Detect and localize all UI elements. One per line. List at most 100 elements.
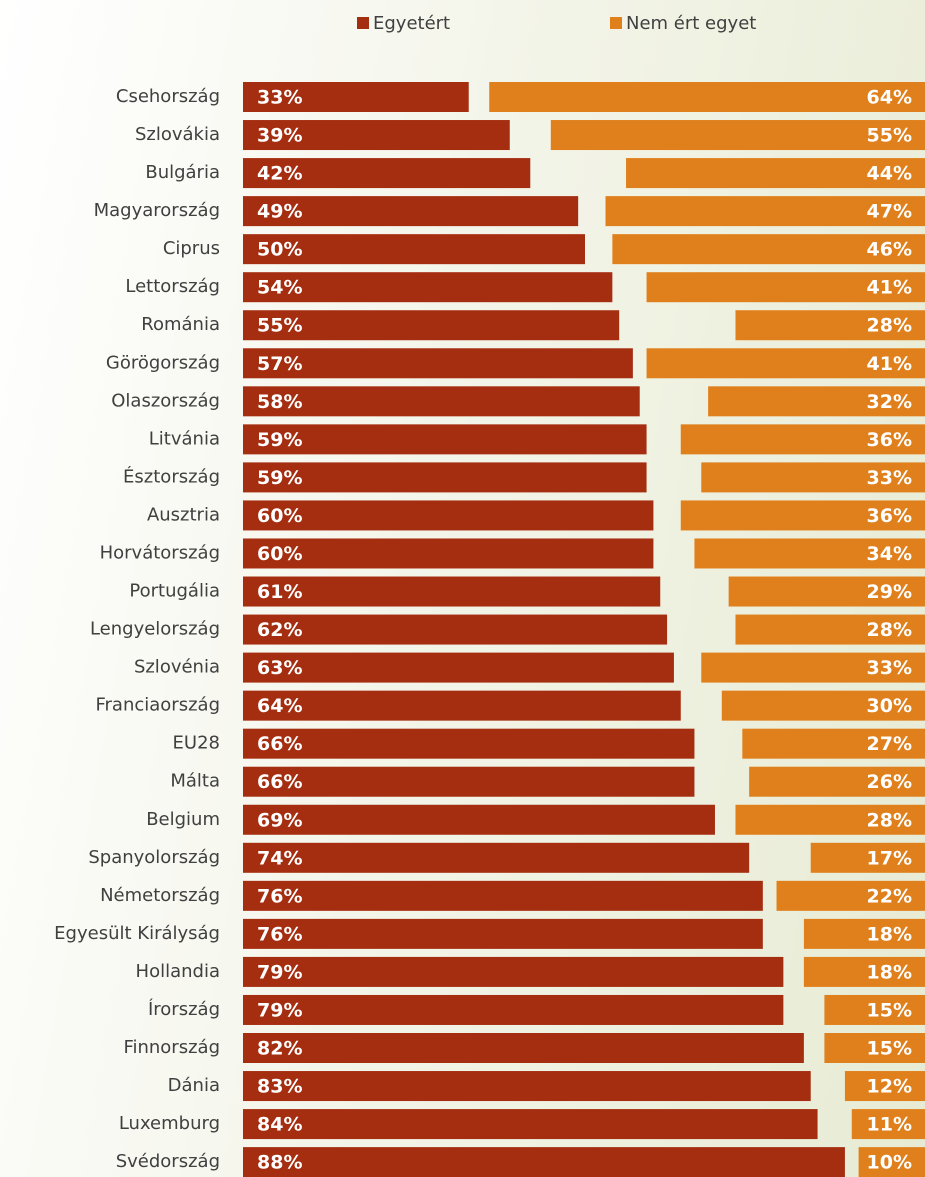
value-label: 47% — [867, 201, 912, 223]
value-label: 28% — [867, 315, 912, 337]
bar — [243, 1109, 818, 1140]
value-label: 58% — [257, 391, 302, 413]
category-label: Dánia — [168, 1075, 220, 1096]
bar — [708, 386, 925, 417]
value-label: 50% — [257, 239, 302, 261]
bar — [243, 766, 695, 797]
value-label: 34% — [867, 543, 912, 565]
bar — [243, 842, 750, 873]
value-label: 15% — [867, 999, 912, 1021]
category-label: Ausztria — [147, 504, 220, 525]
bar — [858, 1147, 925, 1177]
value-label: 55% — [257, 315, 302, 337]
bar — [243, 1147, 845, 1177]
value-label: 69% — [257, 809, 302, 831]
category-label: Spanyolország — [88, 847, 220, 868]
legend-swatch — [357, 17, 369, 29]
value-label: 39% — [257, 125, 302, 147]
value-label: 49% — [257, 201, 302, 223]
bar — [646, 348, 925, 379]
value-label: 32% — [867, 391, 912, 413]
value-label: 33% — [257, 87, 302, 109]
bar — [680, 424, 925, 455]
bar — [742, 728, 925, 759]
value-label: 64% — [867, 87, 912, 109]
category-label: Görögország — [106, 352, 220, 373]
bar — [701, 462, 925, 493]
bar — [243, 196, 579, 227]
bar — [243, 310, 620, 341]
bar — [749, 766, 925, 797]
category-label: Franciaország — [95, 695, 220, 716]
value-label: 28% — [867, 619, 912, 641]
bar — [243, 386, 640, 417]
category-label: Ciprus — [163, 238, 220, 259]
legend-label: Nem ért egyet — [626, 13, 756, 34]
bar — [243, 690, 681, 721]
value-label: 82% — [257, 1038, 302, 1060]
value-label: 18% — [867, 923, 912, 945]
bar — [612, 234, 925, 265]
value-label: 46% — [867, 239, 912, 261]
category-label: Hollandia — [136, 961, 220, 982]
category-label: EU28 — [173, 733, 220, 754]
category-label: Csehország — [116, 86, 220, 107]
value-label: 63% — [257, 657, 302, 679]
category-label: Lettország — [125, 276, 220, 297]
value-label: 76% — [257, 885, 302, 907]
bar — [243, 158, 531, 189]
bar — [243, 538, 654, 569]
value-label: 27% — [867, 733, 912, 755]
value-label: 15% — [867, 1038, 912, 1060]
bar — [243, 652, 674, 683]
value-label: 26% — [867, 771, 912, 793]
bar — [605, 196, 925, 227]
bar — [844, 1071, 925, 1102]
bar — [243, 994, 784, 1025]
bar — [243, 234, 585, 265]
value-label: 66% — [257, 733, 302, 755]
value-label: 57% — [257, 353, 302, 375]
category-label: Belgium — [146, 809, 220, 830]
bar — [626, 158, 925, 189]
value-label: 61% — [257, 581, 302, 603]
bar — [243, 880, 763, 911]
category-label: Litvánia — [149, 428, 220, 449]
value-label: 88% — [257, 1152, 302, 1174]
value-label: 83% — [257, 1076, 302, 1098]
bar — [489, 82, 925, 112]
category-label: Portugália — [129, 581, 220, 602]
value-label: 66% — [257, 771, 302, 793]
category-label: Románia — [141, 314, 220, 335]
value-label: 60% — [257, 543, 302, 565]
bar — [803, 956, 925, 987]
bar — [735, 804, 925, 835]
bar — [550, 120, 925, 151]
category-label: Finnország — [123, 1037, 220, 1058]
bar — [243, 576, 661, 607]
value-label: 33% — [867, 657, 912, 679]
value-label: 55% — [867, 125, 912, 147]
bar — [243, 424, 647, 455]
value-label: 36% — [867, 505, 912, 527]
value-label: 17% — [867, 847, 912, 869]
bar — [646, 272, 925, 303]
bar — [694, 538, 925, 569]
bar — [243, 82, 469, 112]
category-label: Olaszország — [111, 390, 220, 411]
category-label: Magyarország — [94, 200, 220, 221]
bar — [824, 1033, 925, 1063]
value-label: 44% — [867, 163, 912, 185]
value-label: 74% — [257, 847, 302, 869]
legend-label: Egyetért — [373, 13, 450, 34]
category-label: Bulgária — [145, 162, 220, 183]
bar — [728, 576, 925, 607]
category-label: Málta — [170, 771, 220, 792]
value-label: 41% — [867, 277, 912, 299]
bar — [851, 1109, 925, 1140]
bar — [243, 918, 763, 949]
value-label: 18% — [867, 961, 912, 983]
value-label: 60% — [257, 505, 302, 527]
